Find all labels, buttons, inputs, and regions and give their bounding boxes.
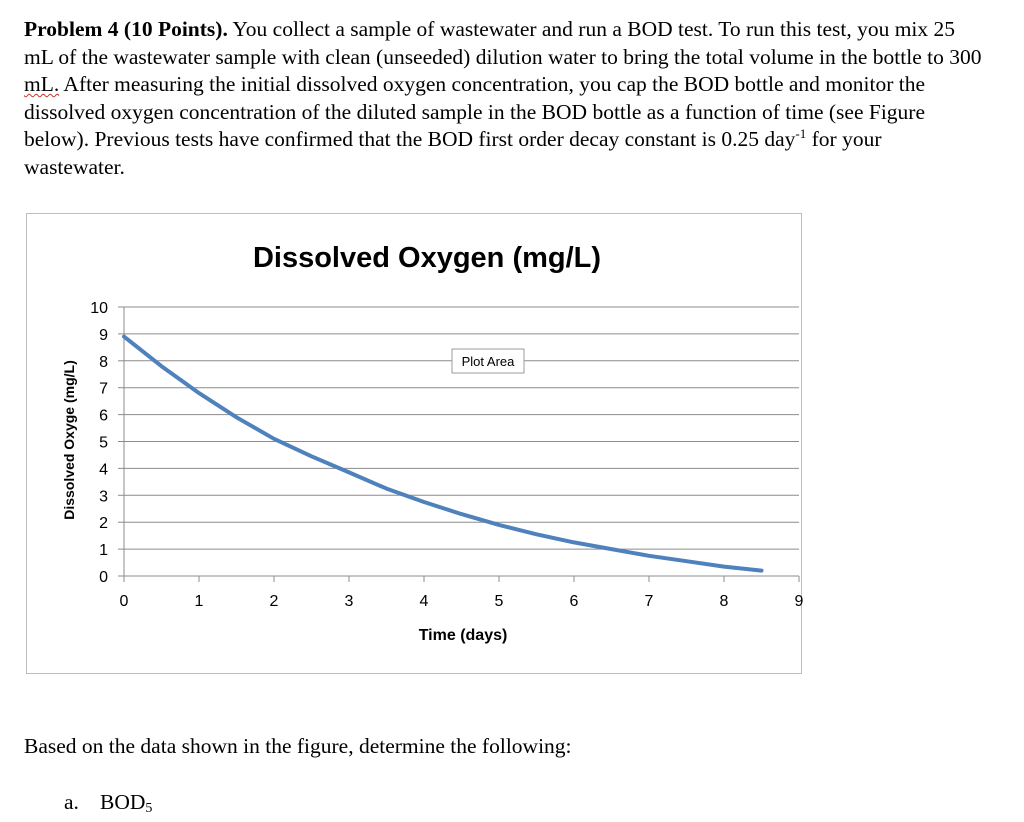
x-tick-labels: 0 1 2 3 4 5 6 7 8 9	[120, 593, 803, 610]
x-tick-label: 3	[345, 593, 354, 610]
problem-text-2: After measuring the initial dissolved ox…	[24, 72, 926, 151]
problem-statement: Problem 4 (10 Points). You collect a sam…	[24, 16, 984, 181]
spellcheck-underlined-text: mL.	[24, 72, 60, 96]
plot-area-tooltip: Plot Area	[451, 348, 525, 374]
exponent: -1	[795, 126, 807, 141]
x-tick-label: 2	[270, 593, 279, 610]
y-tick-label: 7	[99, 381, 108, 398]
y-tick-label: 4	[99, 461, 108, 478]
y-axis-label: Dissolved Oxyge (mg/L)	[61, 360, 77, 519]
x-axis-label: Time (days)	[419, 627, 508, 644]
plot-area-tooltip-label: Plot Area	[462, 354, 516, 369]
y-tick-label: 10	[90, 300, 108, 317]
y-tick-label: 3	[99, 488, 108, 505]
question-item-a: a. BOD5	[64, 790, 152, 817]
y-tick-label: 1	[99, 542, 108, 559]
y-tick-label: 5	[99, 435, 108, 452]
problem-heading: Problem 4 (10 Points).	[24, 17, 228, 41]
y-tick-label: 6	[99, 408, 108, 425]
item-label: a.	[64, 790, 79, 814]
y-tick-label: 2	[99, 515, 108, 532]
y-tick-label: 0	[99, 569, 108, 586]
x-tick-label: 4	[420, 593, 429, 610]
chart-title: Dissolved Oxygen (mg/L)	[253, 242, 601, 274]
problem-text-3: for your wastewater.	[24, 127, 882, 179]
x-tick-label: 9	[795, 593, 803, 610]
x-tick-label: 7	[645, 593, 654, 610]
x-tick-label: 0	[120, 593, 129, 610]
y-tick-label: 8	[99, 354, 108, 371]
x-tick-label: 1	[195, 593, 204, 610]
series-line	[122, 334, 764, 573]
chart-frame: 0 1 2 3 4 5 6 7 8 9 10 0 1 2 3 4 5 6 7 8 9 Dissolved Oxygen…	[26, 213, 803, 674]
question-text: Based on the data shown in the figure, d…	[24, 734, 572, 758]
do-chart: 0 1 2 3 4 5 6 7 8 9 10 0 1 2 3 4 5 6 7 8 9 Dissolved Oxygen…	[61, 242, 803, 644]
x-tick-label: 5	[495, 593, 504, 610]
y-tick-label: 9	[99, 327, 108, 344]
axes	[118, 306, 800, 582]
gridlines	[124, 306, 799, 550]
x-tick-label: 6	[570, 593, 579, 610]
problem-text-1: You collect a sample of wastewater and r…	[24, 17, 982, 69]
item-text: BOD	[100, 790, 146, 814]
y-tick-labels: 0 1 2 3 4 5 6 7 8 9 10	[90, 300, 108, 586]
item-subscript: 5	[145, 801, 153, 816]
x-tick-label: 8	[720, 593, 729, 610]
